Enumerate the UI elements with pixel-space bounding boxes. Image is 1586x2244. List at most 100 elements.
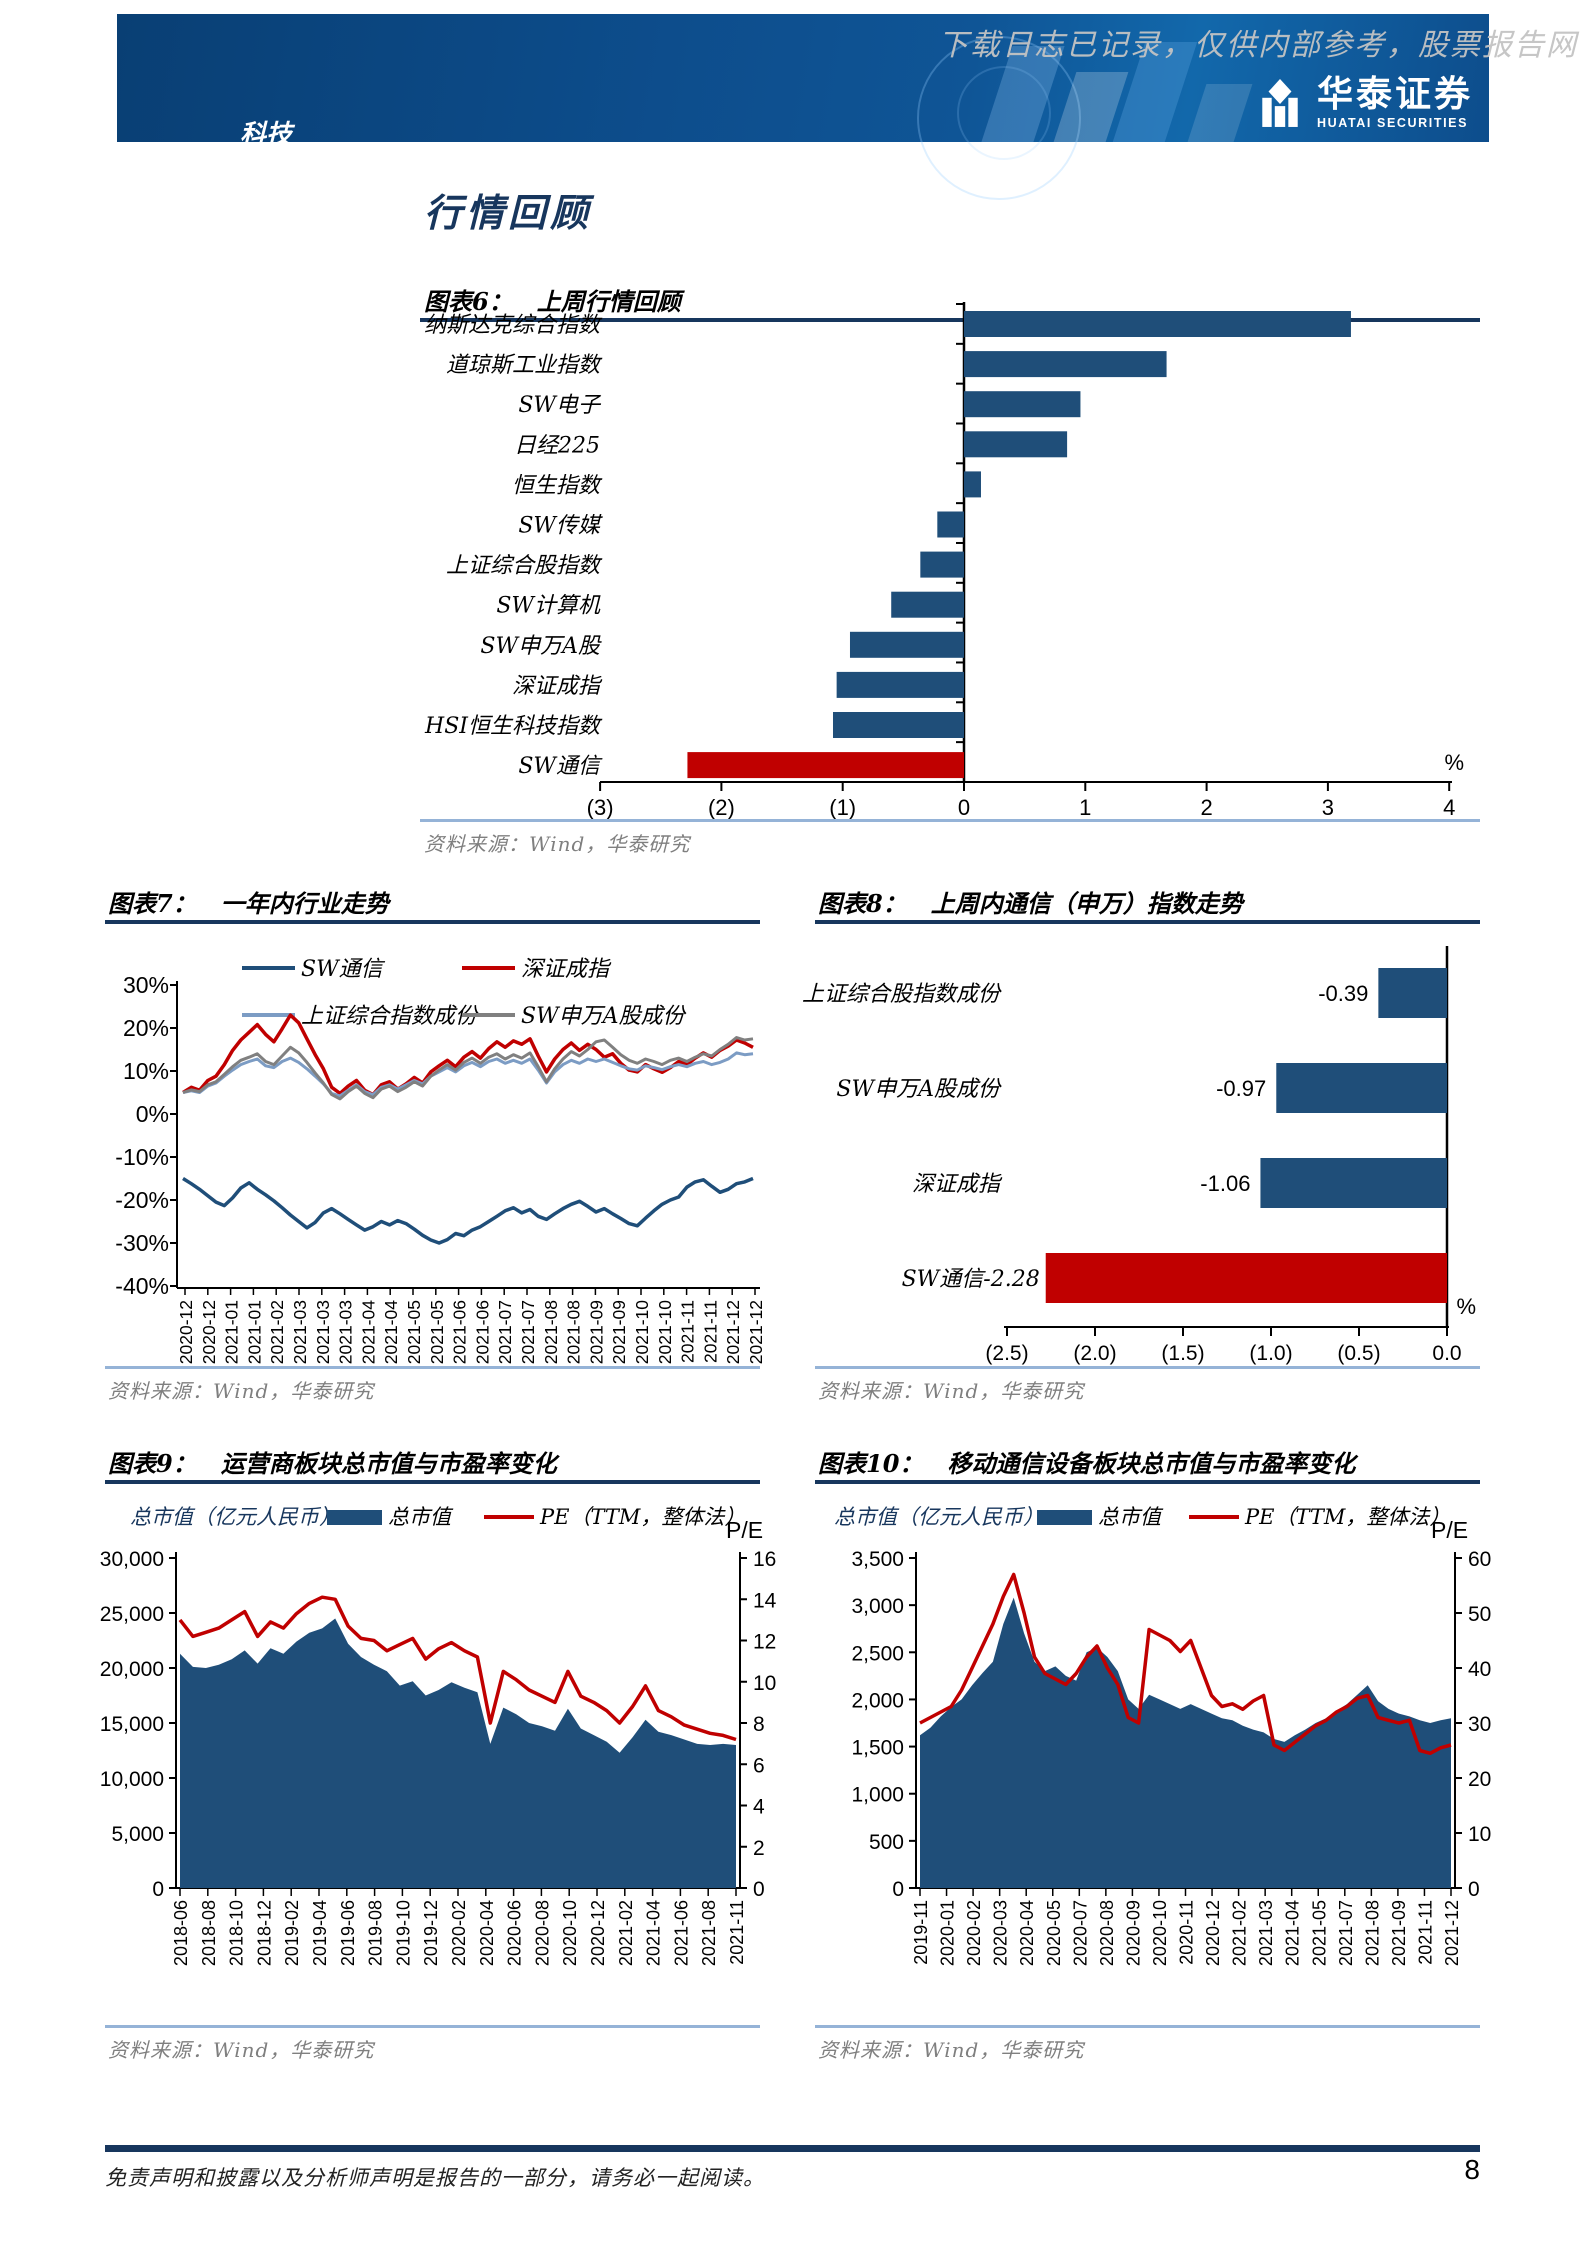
globe-decoration-inner (957, 66, 1051, 160)
fig8-value-label: -0.39 (1318, 981, 1368, 1006)
fig6-x-tick-label: (1) (829, 795, 856, 820)
fig6-category-label: 上证综合股指数 (446, 554, 603, 579)
fig10-x-tick-label: 2020-08 (1097, 1900, 1117, 1966)
fig10-area-series (920, 1597, 1451, 1888)
fig9-left-tick-label: 20,000 (100, 1658, 164, 1681)
fig9-x-tick-label: 2020-08 (532, 1900, 552, 1966)
fig10-x-tick-label: 2021-08 (1362, 1900, 1382, 1966)
fig10-x-tick-label: 2021-05 (1309, 1900, 1329, 1966)
fig8-separator (815, 1366, 1480, 1369)
fig7-legend-label: 上证综合指数成份 (301, 1004, 479, 1029)
fig10-x-tick-label: 2020-12 (1203, 1900, 1223, 1966)
fig9-x-tick-label: 2018-10 (227, 1900, 247, 1966)
fig8-label: 图表8： (818, 889, 907, 918)
fig7-x-tick-label: 2021-09 (586, 1300, 606, 1364)
fig8-source: 资料来源：Wind，华泰研究 (818, 1379, 1085, 1403)
fig9-title: 运营商板块总市值与市盈率变化 (220, 1449, 557, 1478)
fig9-label: 图表9： (108, 1449, 197, 1478)
fig9-x-tick-label: 2020-04 (477, 1900, 497, 1966)
fig6-x-tick-label: 1 (1079, 795, 1091, 820)
fig6-title-rule (420, 318, 1480, 322)
fig9-source: 资料来源：Wind，华泰研究 (108, 2038, 375, 2062)
fig7-x-tick-label: 2021-03 (336, 1300, 356, 1364)
fig10-source: 资料来源：Wind，华泰研究 (818, 2038, 1085, 2062)
fig9-right-tick-label: 0 (753, 1878, 765, 1901)
fig10-title-rule (815, 1480, 1480, 1484)
fig8-bar-1 (1276, 1063, 1447, 1113)
fig10-x-tick-label: 2019-11 (911, 1900, 931, 1965)
fig9-x-tick-label: 2020-02 (449, 1900, 469, 1966)
fig9-right-axis-title: P/E (726, 1517, 763, 1543)
fig9-legend-area-label: 总市值 (388, 1505, 454, 1529)
fig6-bar-10 (832, 712, 964, 738)
fig9-x-tick-label: 2021-06 (671, 1900, 691, 1966)
fig8-chart: (2.5) (2.0) (1.5) (1.0) (0.5) 0.0% 上证综合股指数成份 -0… (802, 946, 1476, 1365)
fig6-category-label: SW传媒 (518, 514, 603, 539)
header-banner: 科技 华泰证券 HUATAI SECURITIES (117, 14, 1489, 200)
fig10-right-tick-label: 30 (1468, 1713, 1491, 1736)
fig6-x-tick-label: 2 (1200, 795, 1212, 820)
fig7-x-tick-label: 2021-10 (655, 1300, 675, 1364)
fig9-area-series (180, 1618, 736, 1888)
fig10-right-tick-label: 0 (1468, 1878, 1480, 1901)
fig8-x-tick-label: (2.0) (1073, 1342, 1116, 1365)
fig10-header: 图表10： 移动通信设备板块总市值与市盈率变化 (818, 1444, 1355, 1479)
fig6-source: 资料来源：Wind，华泰研究 (424, 832, 691, 856)
fig8-title: 上周内通信（申万）指数走势 (930, 889, 1243, 918)
fig9-header: 图表9： 运营商板块总市值与市盈率变化 (108, 1444, 557, 1479)
fig6-bar-7 (891, 591, 964, 618)
fig9-right-tick-label: 14 (753, 1589, 777, 1612)
fig8-title-rule (815, 920, 1480, 924)
fig10-right-tick-label: 20 (1468, 1768, 1491, 1791)
brand-logo: 华泰证券 HUATAI SECURITIES (1255, 76, 1473, 130)
fig10-chart: 总市值（亿元人民币） 总市值 PE（TTM，整体法）P/E 3,500 3,000 2,5… (834, 1505, 1491, 1966)
fig6-x-tick-label: (2) (708, 795, 735, 820)
fig9-x-tick-label: 2020-06 (505, 1900, 525, 1966)
watermark-text: 下载日志已记录，仅供内部参考，股票报告网 (938, 28, 1578, 63)
fig10-left-tick-label: 500 (869, 1831, 904, 1854)
fig6-x-tick-label: (3) (587, 795, 614, 820)
fig6-bar-6 (920, 551, 964, 578)
fig10-x-tick-label: 2021-07 (1336, 1900, 1356, 1966)
fig6-bar-4 (964, 471, 981, 498)
fig6-category-label: 恒生指数 (512, 473, 603, 498)
fig8-x-tick-label: (0.5) (1337, 1342, 1380, 1365)
page-number: 8 (1464, 2154, 1480, 2185)
fig10-legend-area-swatch (1037, 1510, 1092, 1525)
fig9-right-tick-label: 16 (753, 1548, 776, 1571)
fig10-x-tick-label: 2021-04 (1283, 1900, 1303, 1966)
fig10-x-tick-label: 2021-09 (1389, 1900, 1409, 1966)
fig9-left-tick-label: 30,000 (100, 1548, 164, 1571)
fig10-x-tick-label: 2021-12 (1442, 1900, 1462, 1966)
fig7-header: 图表7： 一年内行业走势 (108, 884, 389, 919)
fig10-right-tick-label: 60 (1468, 1548, 1491, 1571)
fig8-category-label: SW申万A股成份 (836, 1077, 1002, 1102)
fig9-pe-line (178, 1595, 737, 1742)
brand-name-en: HUATAI SECURITIES (1316, 116, 1469, 130)
fig8-bar-2 (1260, 1158, 1447, 1208)
fig7-x-tick-label: 2021-03 (290, 1300, 310, 1364)
fig9-left-tick-label: 5,000 (111, 1823, 164, 1846)
fig6-x-tick-label: 0 (958, 795, 970, 820)
fig10-left-tick-label: 1,000 (851, 1784, 904, 1807)
fig10-left-tick-label: 2,000 (851, 1689, 904, 1712)
fig9-x-tick-label: 2021-02 (616, 1900, 636, 1966)
fig7-x-tick-label: 2020-12 (199, 1300, 219, 1364)
fig10-title: 移动通信设备板块总市值与市盈率变化 (947, 1449, 1356, 1478)
fig9-x-tick-label: 2019-12 (421, 1900, 441, 1966)
fig10-x-tick-label: 2020-02 (964, 1900, 984, 1966)
fig10-x-tick-label: 2021-03 (1256, 1900, 1276, 1966)
fig6-category-label: 纳斯达克综合指数 (424, 313, 603, 338)
fig9-right-tick-label: 4 (753, 1796, 765, 1819)
globe-decoration (917, 36, 1081, 200)
fig6-bar-8 (849, 631, 964, 658)
fig9-left-tick-label: 10,000 (100, 1768, 164, 1791)
fig7-x-tick-label: 2021-08 (541, 1300, 561, 1364)
fig9-x-tick-label: 2019-06 (338, 1900, 358, 1966)
fig10-left-tick-label: 2,500 (851, 1642, 904, 1665)
fig10-left-tick-label: 3,500 (851, 1548, 904, 1571)
fig7-y-tick-label: -10% (115, 1144, 169, 1170)
fig6-bar-2 (964, 391, 1081, 418)
fig9-left-axis-title: 总市值（亿元人民币） (130, 1505, 340, 1529)
footer-rule (105, 2145, 1480, 2152)
